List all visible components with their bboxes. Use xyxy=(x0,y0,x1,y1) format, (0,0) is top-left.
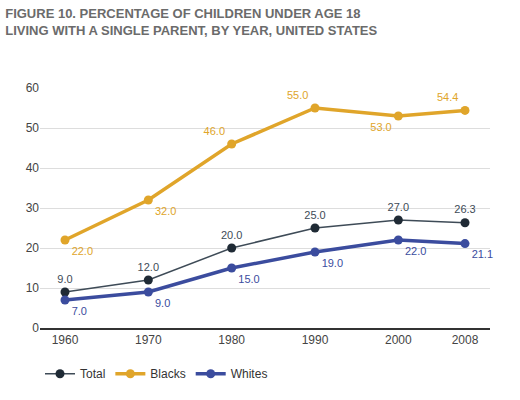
svg-text:2008: 2008 xyxy=(452,333,479,347)
svg-text:22.0: 22.0 xyxy=(405,245,426,257)
svg-text:2000: 2000 xyxy=(385,333,412,347)
svg-text:46.0: 46.0 xyxy=(204,125,225,137)
svg-text:30: 30 xyxy=(26,201,40,215)
svg-text:10: 10 xyxy=(26,281,40,295)
svg-text:50: 50 xyxy=(26,121,40,135)
svg-text:9.0: 9.0 xyxy=(155,297,170,309)
svg-text:21.1: 21.1 xyxy=(472,248,493,260)
svg-text:FIGURE 10. PERCENTAGE OF CHILD: FIGURE 10. PERCENTAGE OF CHILDREN UNDER … xyxy=(5,6,377,38)
svg-text:60: 60 xyxy=(26,81,40,95)
svg-text:1970: 1970 xyxy=(135,333,162,347)
svg-text:40: 40 xyxy=(26,161,40,175)
svg-text:20.0: 20.0 xyxy=(221,229,242,241)
svg-text:0: 0 xyxy=(32,321,39,335)
svg-text:1960: 1960 xyxy=(52,333,79,347)
svg-text:15.0: 15.0 xyxy=(238,273,259,285)
svg-text:54.4: 54.4 xyxy=(437,91,458,103)
svg-text:1980: 1980 xyxy=(218,333,245,347)
svg-text:32.0: 32.0 xyxy=(155,205,176,217)
svg-text:53.0: 53.0 xyxy=(370,121,391,133)
svg-text:Whites: Whites xyxy=(231,367,268,381)
svg-text:55.0: 55.0 xyxy=(287,89,308,101)
svg-text:1990: 1990 xyxy=(302,333,329,347)
svg-text:22.0: 22.0 xyxy=(72,245,93,257)
svg-text:9.0: 9.0 xyxy=(57,273,72,285)
svg-text:26.3: 26.3 xyxy=(454,203,475,215)
svg-text:27.0: 27.0 xyxy=(388,201,409,213)
svg-text:7.0: 7.0 xyxy=(72,305,87,317)
svg-text:12.0: 12.0 xyxy=(138,261,159,273)
svg-text:Total: Total xyxy=(80,367,105,381)
svg-text:Blacks: Blacks xyxy=(150,367,185,381)
svg-text:19.0: 19.0 xyxy=(322,257,343,269)
svg-text:25.0: 25.0 xyxy=(304,209,325,221)
svg-text:20: 20 xyxy=(26,241,40,255)
